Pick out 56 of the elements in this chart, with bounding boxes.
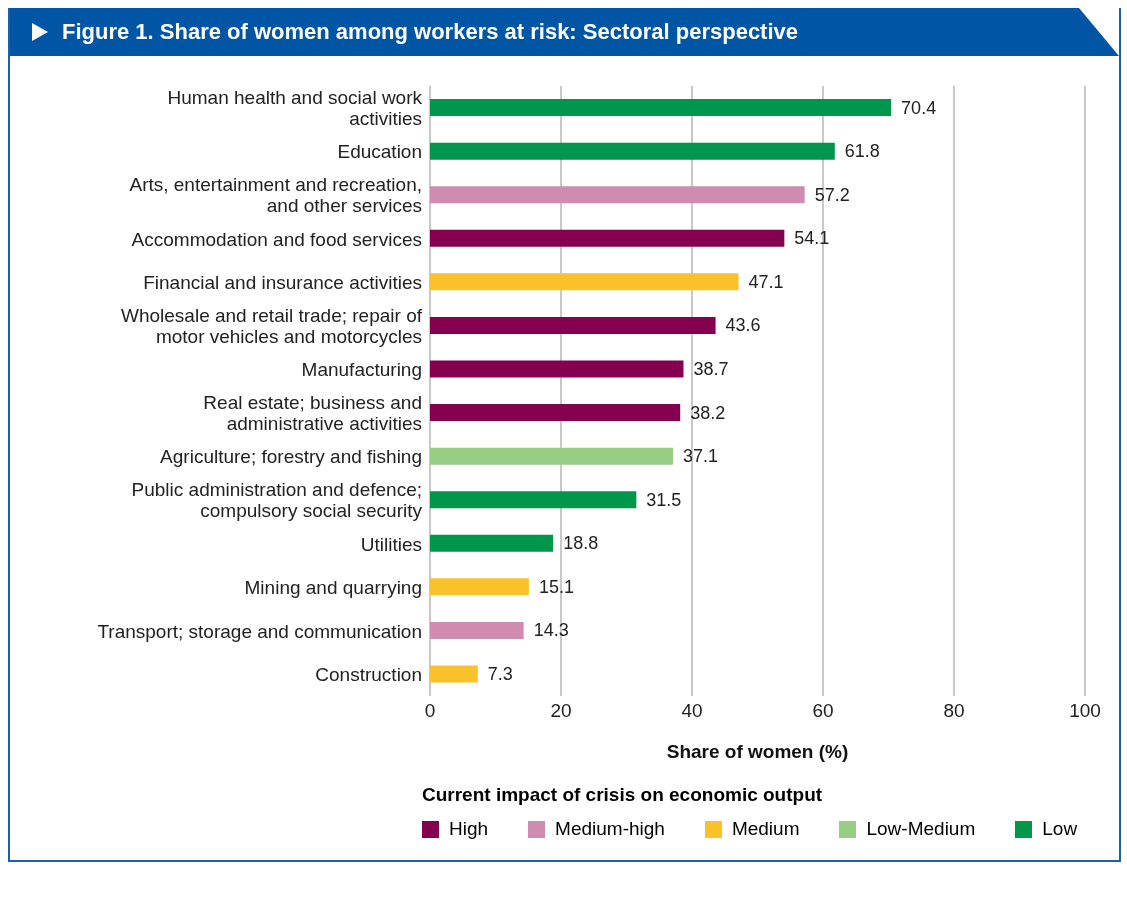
data-label: 38.2 (690, 402, 726, 423)
bar (430, 665, 478, 683)
y-tick-label: Utilities (360, 533, 422, 554)
y-tick-label: Mining and quarrying (244, 576, 422, 598)
bar (430, 534, 554, 552)
x-tick-label: 80 (943, 700, 965, 722)
data-label: 57.2 (814, 184, 850, 205)
bar (430, 404, 681, 422)
bar (430, 621, 524, 639)
y-tick-label: Manufacturing (301, 358, 422, 380)
y-tick-label: Agriculture; forestry and fishing (160, 445, 422, 467)
data-label: 18.8 (563, 533, 599, 554)
data-label: 70.4 (901, 97, 937, 118)
data-label: 15.1 (538, 576, 574, 597)
x-axis-title: Share of women (%) (666, 741, 849, 762)
data-label: 47.1 (748, 271, 784, 292)
x-tick-label: 0 (424, 700, 436, 722)
data-label: 38.7 (693, 359, 729, 379)
x-tick-label: 40 (681, 700, 703, 722)
chart-title: Figure 1. Share of women among workers at risk: Sectoral perspective (62, 19, 799, 45)
legend-label: Low (1042, 818, 1078, 840)
y-tick-label: Public administration and defence; compulsory social security (131, 478, 423, 521)
y-tick-label: Education (337, 140, 422, 162)
y-tick-label: Wholesale and retail trade; repair of motor vehicles and motorcycles (121, 304, 423, 347)
bar (430, 491, 637, 509)
data-label: 61.8 (844, 141, 880, 162)
bar (430, 186, 805, 204)
y-tick-label: Transport; storage and communication (97, 620, 422, 642)
data-label: 7.3 (487, 664, 513, 684)
data-label: 43.6 (725, 315, 761, 336)
bar (430, 447, 674, 465)
x-tick-label: 20 (550, 700, 572, 722)
data-label: 37.1 (683, 446, 719, 467)
x-tick-label: 60 (812, 700, 834, 722)
bar (430, 316, 716, 334)
legend-label: Medium-high (555, 818, 665, 840)
y-tick-label: Accommodation and food services (131, 228, 422, 249)
y-tick-label: Real estate; business and administrative activities (203, 391, 422, 434)
bar (430, 578, 529, 596)
bar (430, 229, 785, 247)
legend-label: Medium (731, 818, 800, 840)
x-tick-label: 100 (1069, 700, 1101, 722)
y-tick-label: Arts, entertainment and recreation, and other services (129, 173, 422, 216)
y-tick-label: Financial and insurance activities (143, 271, 422, 293)
legend-label: Low-Medium (866, 818, 976, 840)
data-label: 54.1 (794, 228, 830, 249)
bar (430, 360, 684, 378)
bar (430, 273, 739, 291)
bar (430, 99, 892, 117)
data-label: 31.5 (646, 489, 682, 510)
legend-label: High (449, 818, 489, 840)
y-tick-label: Construction (315, 663, 422, 685)
bar (430, 142, 835, 160)
legend-title: Current impact of crisis on economic output (422, 784, 824, 806)
y-tick-label: Human health and social work activities (167, 86, 423, 129)
data-label: 14.3 (533, 620, 569, 641)
